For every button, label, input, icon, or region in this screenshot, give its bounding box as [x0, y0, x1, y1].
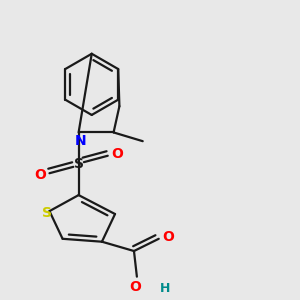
- Text: N: N: [74, 134, 86, 148]
- Text: O: O: [111, 147, 123, 161]
- Text: H: H: [160, 282, 171, 295]
- Text: S: S: [42, 206, 52, 220]
- Text: O: O: [162, 230, 174, 244]
- Text: O: O: [130, 280, 141, 294]
- Text: S: S: [74, 158, 84, 172]
- Text: O: O: [34, 168, 46, 182]
